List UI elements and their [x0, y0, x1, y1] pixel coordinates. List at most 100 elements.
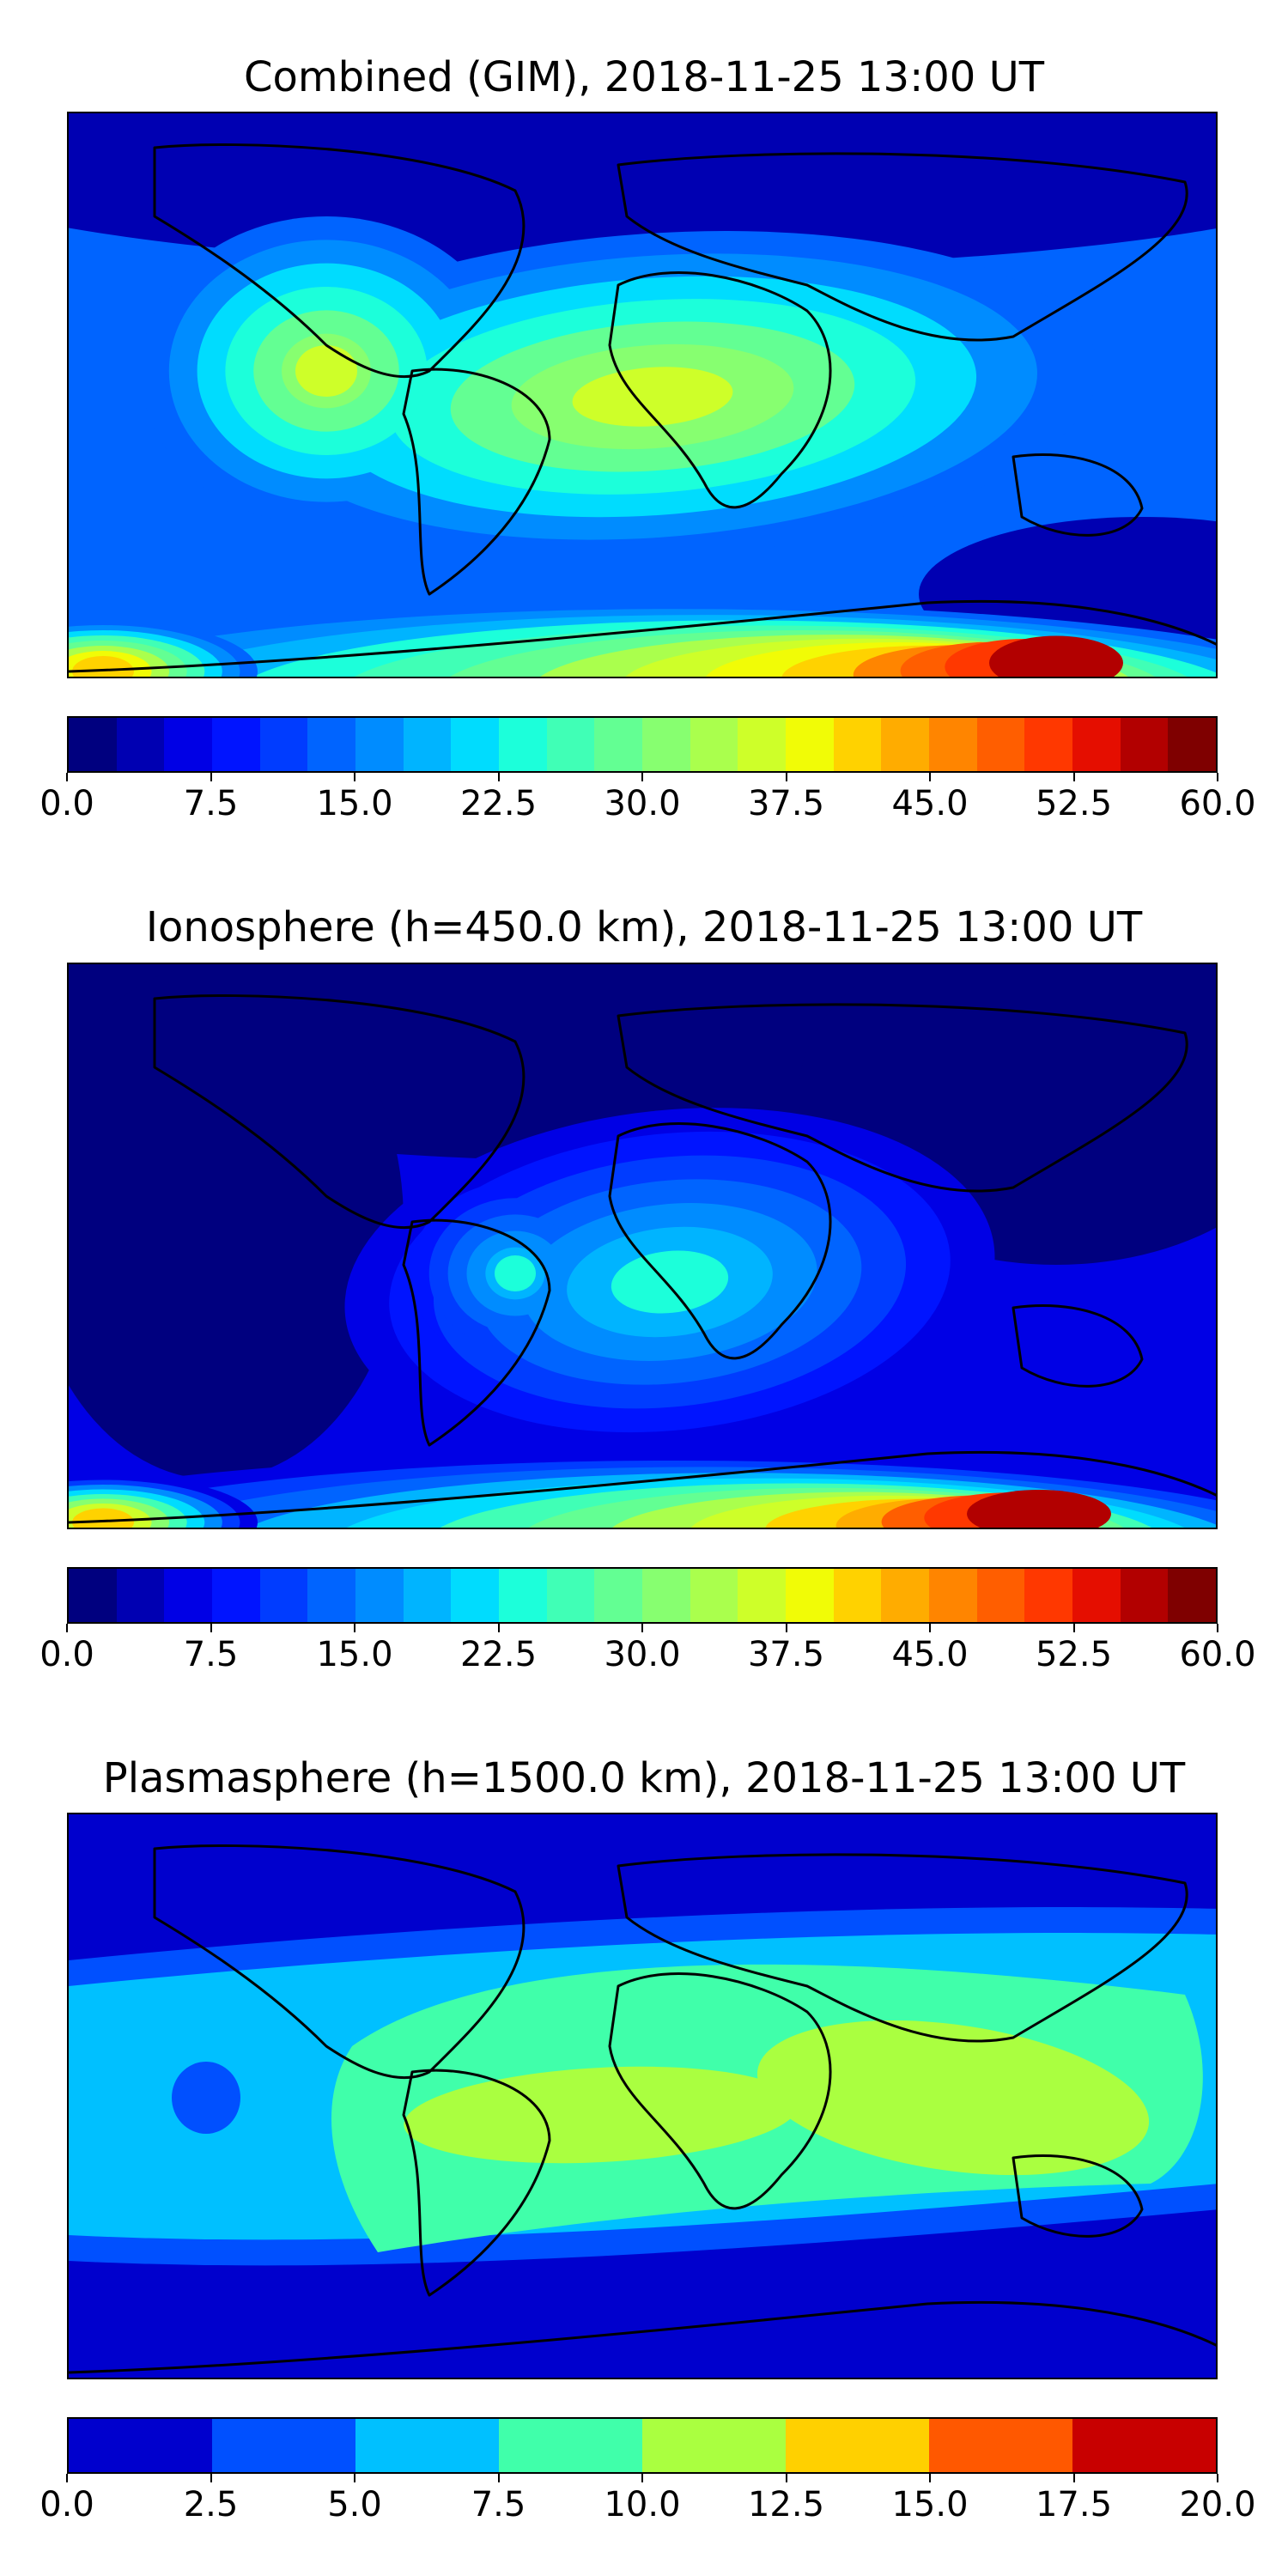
colorbar-level — [451, 1569, 500, 1622]
colorbar-level — [929, 718, 977, 771]
colorbar-tick-label: 60.0 — [1179, 784, 1256, 823]
tec-map-svg — [69, 1814, 1216, 2378]
colorbar-level — [642, 2419, 786, 2472]
colorbar-tick-label: 60.0 — [1179, 1635, 1256, 1674]
colorbar-level — [690, 1569, 738, 1622]
coastline — [1012, 1304, 1144, 1388]
south-america-maximum — [404, 2066, 799, 2164]
colorbar-tick-label: 7.5 — [183, 784, 239, 823]
colorbar-tick — [497, 2474, 500, 2482]
colorbar-level — [929, 2419, 1072, 2472]
crest-contour — [572, 367, 733, 427]
colorbar-level — [738, 1569, 787, 1622]
colorbar-level — [116, 1569, 165, 1622]
colorbar-tick-label: 10.0 — [604, 2485, 681, 2524]
colorbar-level — [499, 2419, 642, 2472]
colorbar-level — [355, 2419, 499, 2472]
colorbar-level — [1072, 2419, 1216, 2472]
colorbar-tick — [1072, 773, 1075, 781]
colorbar-level — [642, 718, 690, 771]
colorbar-level — [786, 1569, 834, 1622]
colorbar — [67, 2417, 1218, 2474]
colorbar-tick-label: 37.5 — [747, 784, 825, 823]
pacific-minimum — [172, 2062, 240, 2134]
coastline — [402, 1218, 551, 1447]
colorbar-tick — [210, 773, 212, 781]
coastline — [617, 152, 1188, 342]
chart-title: Ionosphere (h=450.0 km), 2018-11-25 13:0… — [145, 903, 1143, 951]
colorbar-tick-label: 52.5 — [1035, 1635, 1113, 1674]
tec-map-svg — [69, 964, 1216, 1528]
colorbar-level — [1072, 718, 1121, 771]
crest-contour — [611, 1250, 729, 1314]
indian-ocean-maximum — [756, 2020, 1150, 2176]
crest-contour — [295, 345, 357, 397]
chart-title: Combined (GIM), 2018-11-25 13:00 UT — [243, 53, 1045, 101]
colorbar-level — [69, 718, 117, 771]
colorbar-tick-label: 15.0 — [316, 1635, 393, 1674]
colorbar-level — [116, 718, 165, 771]
colorbar-tick-label: 52.5 — [1035, 784, 1113, 823]
colorbar-tick — [929, 1624, 931, 1632]
colorbar-ticks: 0.0 7.5 15.0 22.5 30.0 37.5 45.0 52.5 60.0 — [39, 1624, 1256, 1675]
colorbar-level — [307, 1569, 356, 1622]
colorbar-tick — [1217, 2474, 1218, 2482]
tec-map — [67, 112, 1218, 678]
coastline — [69, 1450, 1216, 1524]
colorbar-level — [976, 1569, 1025, 1622]
colorbar-level — [1024, 718, 1073, 771]
colorbar-level — [307, 718, 356, 771]
colorbar-tick — [1217, 773, 1218, 781]
coastline — [608, 1972, 832, 2210]
colorbar-tick — [929, 2474, 931, 2482]
colorbar-level — [403, 718, 452, 771]
colorbar-level — [212, 718, 260, 771]
colorbar-level — [786, 718, 834, 771]
chart-title: Plasmasphere (h=1500.0 km), 2018-11-25 1… — [102, 1754, 1186, 1802]
colorbar-level — [1024, 1569, 1073, 1622]
colorbar-tick-label: 0.0 — [39, 2485, 94, 2524]
colorbar-tick — [785, 773, 787, 781]
colorbar-level — [403, 1569, 452, 1622]
colorbar-level — [69, 2419, 212, 2472]
coastline — [617, 1003, 1188, 1193]
colorbar-tick-label: 0.0 — [39, 1635, 94, 1674]
coastline — [402, 2069, 551, 2297]
colorbar-tick — [641, 1624, 643, 1632]
colorbar-level — [881, 1569, 930, 1622]
tec-map-svg — [69, 113, 1216, 677]
colorbar-tick-label: 5.0 — [327, 2485, 382, 2524]
polar-contour — [967, 1490, 1111, 1528]
colorbar-tick-label: 37.5 — [747, 1635, 825, 1674]
colorbar-level — [1168, 718, 1217, 771]
colorbar-level — [929, 1569, 977, 1622]
coastline — [608, 1122, 832, 1360]
crest-contour — [495, 1255, 536, 1291]
colorbar-tick — [1217, 1624, 1218, 1632]
coastline — [69, 2300, 1216, 2374]
colorbar-tick — [497, 773, 500, 781]
colorbar-tick-label: 2.5 — [183, 2485, 239, 2524]
coastline — [608, 271, 832, 509]
colorbar-tick — [354, 1624, 355, 1632]
colorbar-tick — [66, 2474, 68, 2482]
colorbar-tick — [497, 1624, 500, 1632]
colorbar-tick — [641, 2474, 643, 2482]
colorbar-level — [355, 718, 404, 771]
colorbar-tick-label: 30.0 — [604, 1635, 681, 1674]
colorbar-level — [546, 1569, 595, 1622]
colorbar-tick-label: 0.0 — [39, 784, 94, 823]
coastline — [1012, 2154, 1144, 2238]
colorbar-level — [642, 1569, 690, 1622]
colorbar-level — [786, 2419, 929, 2472]
coastline — [69, 599, 1216, 673]
colorbar-tick — [66, 1624, 68, 1632]
colorbar-level — [451, 718, 500, 771]
colorbar-level — [690, 718, 738, 771]
coastline — [1012, 453, 1144, 537]
colorbar-level — [69, 1569, 117, 1622]
colorbar-tick-label: 22.5 — [459, 784, 538, 823]
colorbar-level — [881, 718, 930, 771]
colorbar-level — [594, 718, 643, 771]
colorbar — [67, 716, 1218, 773]
